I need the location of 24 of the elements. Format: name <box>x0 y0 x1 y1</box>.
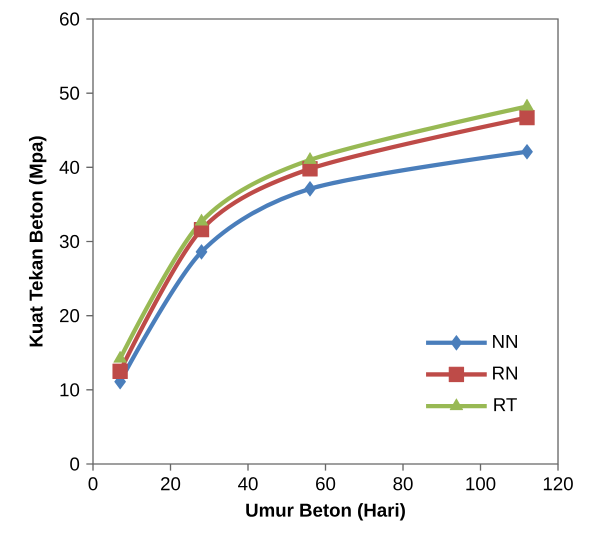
x-tick-label: 80 <box>393 477 413 490</box>
x-tick-label: 120 <box>544 477 573 490</box>
point <box>196 244 208 260</box>
y-tick-label: 60 <box>60 12 80 26</box>
point <box>519 110 535 126</box>
legend-label: RT <box>494 398 517 412</box>
x-axis-title: Umur Beton (Hari) <box>246 503 405 520</box>
x-tick-label: 100 <box>466 477 496 490</box>
x-tick-label: 60 <box>316 477 336 490</box>
y-axis-title: Kuat Tekan Beton (Mpa) <box>28 136 46 346</box>
point <box>521 144 533 160</box>
y-tick-label: 50 <box>60 86 80 100</box>
x-tick-label: 0 <box>88 477 98 490</box>
y-tick-label: 10 <box>60 383 80 396</box>
x-tick-label: 40 <box>238 477 258 490</box>
point <box>304 181 316 197</box>
y-tick-label: 30 <box>60 234 80 248</box>
legend-label: RN <box>493 366 517 380</box>
y-tick-label: 20 <box>60 309 80 322</box>
y-tick-label: 0 <box>70 457 80 471</box>
legend-label: NN <box>493 334 517 348</box>
point <box>112 364 128 379</box>
y-tick-label: 40 <box>60 160 80 174</box>
x-tick-label: 20 <box>161 477 180 490</box>
